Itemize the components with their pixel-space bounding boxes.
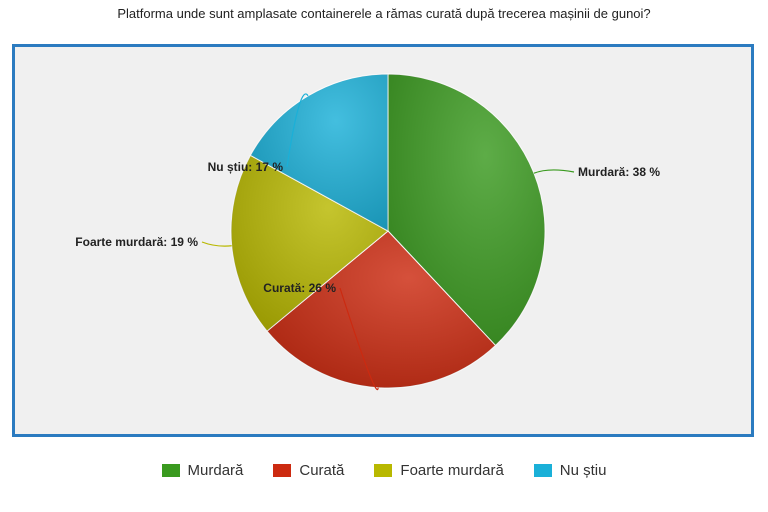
- leader-line-foarte-murdară: [201, 241, 232, 247]
- slice-label-murdară: Murdară: 38 %: [578, 165, 660, 179]
- legend-item-curată: Curată: [273, 462, 344, 479]
- leader-line-murdară: [533, 169, 575, 174]
- plot-area: Murdară: 38 % Curată: 26 % Foarte murdară:…: [12, 44, 754, 437]
- legend-label: Curată: [299, 462, 345, 479]
- leader-line-curată: [339, 287, 379, 391]
- legend-label: Foarte murdară: [400, 462, 504, 479]
- pie-chart: Murdară: 38 % Curată: 26 % Foarte murdară:…: [75, 73, 660, 391]
- legend: Murdară Curată Foarte murdară Nu știu: [0, 462, 768, 479]
- slice-label-curată: Curată: 26 %: [263, 281, 336, 295]
- chart-title: Platforma unde sunt amplasate containere…: [117, 6, 651, 21]
- legend-swatch: [273, 464, 292, 477]
- leader-line-nu-știu: [286, 93, 309, 168]
- legend-swatch: [533, 464, 552, 477]
- legend-swatch: [374, 464, 393, 477]
- legend-item-murdară: Murdară: [161, 462, 244, 479]
- legend-item-foarte-murdară: Foarte murdară: [374, 462, 504, 479]
- slice-label-foarte-murdară: Foarte murdară: 19 %: [75, 235, 198, 249]
- legend-label: Murdară: [187, 462, 244, 479]
- legend-swatch: [161, 464, 180, 477]
- legend-item-nu-știu: Nu știu: [533, 462, 607, 479]
- slice-label-nu-știu: Nu știu: 17 %: [208, 160, 284, 174]
- legend-label: Nu știu: [559, 462, 607, 479]
